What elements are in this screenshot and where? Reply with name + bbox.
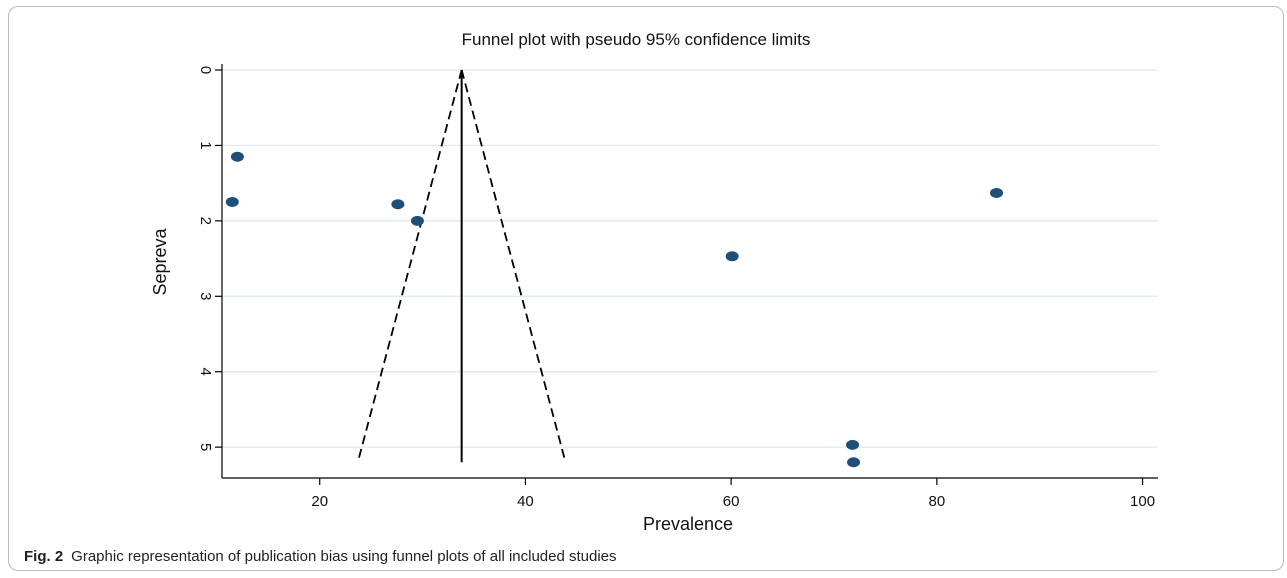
- axes: [221, 64, 1158, 479]
- x-tick-label-1: 40: [517, 493, 534, 510]
- y-tick-label-1: 1: [197, 141, 214, 149]
- x-tick-label-3: 80: [929, 493, 946, 510]
- study-point-1: [225, 197, 239, 207]
- confidence-funnel: [357, 69, 566, 463]
- x-tick-label-4: 100: [1130, 493, 1155, 510]
- y-tick-label-2: 2: [197, 217, 214, 225]
- y-tick-label-5: 5: [197, 443, 214, 451]
- y-tick-label-3: 3: [197, 292, 214, 300]
- figure-caption: Fig. 2 Graphic representation of publicat…: [24, 548, 617, 565]
- study-point-3: [410, 215, 424, 226]
- figure-label: Fig. 2: [24, 548, 64, 565]
- x-axis-ticks: 20 40 60 80 100: [311, 478, 1155, 510]
- x-tick-label-0: 20: [311, 493, 328, 510]
- study-point-0: [230, 151, 244, 162]
- study-points: [225, 151, 1004, 468]
- y-tick-label-0: 0: [197, 66, 214, 74]
- y-tick-label-4: 4: [197, 368, 214, 376]
- lower-ci-limit-line: [357, 69, 463, 459]
- grid-lines: [222, 69, 1158, 448]
- chart-title: Funnel plot with pseudo 95% confidence l…: [462, 30, 811, 49]
- study-point-5: [990, 187, 1004, 198]
- y-axis-label: Sepreva: [150, 227, 170, 295]
- study-point-7: [847, 457, 861, 468]
- x-axis-label: Prevalence: [643, 514, 733, 534]
- study-point-2: [391, 199, 405, 210]
- figure-caption-text: Graphic representation of publication bi…: [71, 548, 617, 565]
- study-point-6: [846, 439, 860, 450]
- figure-frame: [8, 6, 1284, 571]
- x-tick-label-2: 60: [723, 493, 740, 510]
- upper-ci-limit-line: [460, 69, 566, 459]
- y-axis-ticks: 0 1 2 3 4 5: [197, 66, 222, 451]
- study-point-4: [725, 251, 739, 262]
